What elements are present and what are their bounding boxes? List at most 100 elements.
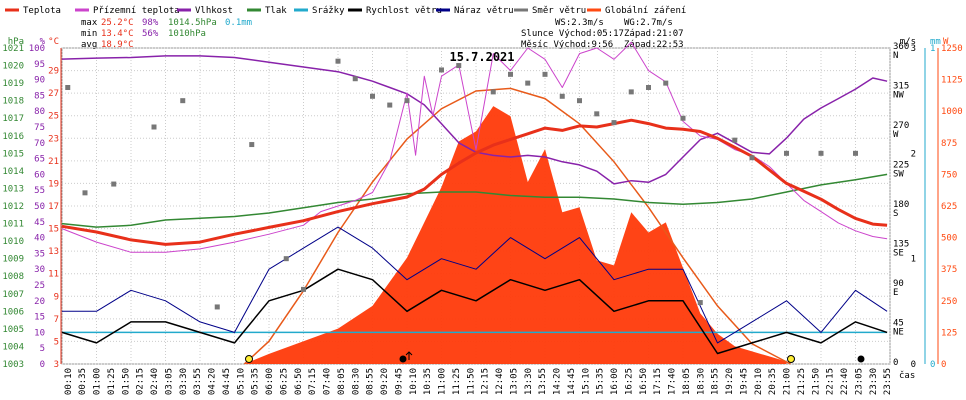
axis-pressure-tick: 1013 bbox=[2, 184, 24, 194]
stats-min-temp: 13.4°C bbox=[101, 29, 134, 39]
axis-winddir-tick: 0 bbox=[893, 358, 898, 368]
x-tick-label: 01:00 bbox=[93, 368, 103, 395]
legend-label-0: Teplota bbox=[23, 6, 61, 16]
x-tick-label: 23:55 bbox=[883, 368, 893, 395]
axis-temperature-tick: 29 bbox=[48, 67, 59, 77]
x-tick-label: 08:55 bbox=[366, 368, 376, 395]
axis-winddir-tick: 360 bbox=[893, 42, 909, 52]
x-tick-label: 03:30 bbox=[179, 368, 189, 395]
axis-pressure-tick: 1011 bbox=[2, 220, 24, 230]
axis-humidity-tick: 80 bbox=[34, 107, 45, 117]
axis-radiation-tick: 875 bbox=[941, 139, 957, 149]
axis-pressure-tick: 1019 bbox=[2, 79, 24, 89]
axis-windspeed-unit: m/s bbox=[900, 37, 916, 47]
wind-dir-point bbox=[749, 155, 755, 161]
axis-radiation-tick: 1125 bbox=[941, 76, 963, 86]
x-tick-label: 18:30 bbox=[696, 368, 706, 395]
axis-winddir-tick: 135 bbox=[893, 240, 909, 250]
axis-humidity-tick: 40 bbox=[34, 234, 45, 244]
wind-dir-point bbox=[151, 124, 157, 130]
x-tick-label: 10:35 bbox=[423, 368, 433, 395]
axis-radiation-tick: 0 bbox=[941, 360, 946, 370]
wind-dir-point bbox=[732, 137, 738, 143]
series-lines bbox=[61, 41, 888, 355]
stats-max-temp: 25.2°C bbox=[101, 18, 134, 28]
series-line-6 bbox=[61, 268, 888, 355]
axis-radiation-tick: 625 bbox=[941, 202, 957, 212]
axis-humidity-tick: 0 bbox=[40, 360, 45, 370]
x-tick-label: 00:10 bbox=[64, 368, 74, 395]
axis-temperature-tick: 19 bbox=[48, 179, 59, 189]
stats-max-press: 1014.5hPa bbox=[168, 18, 217, 28]
axis-windspeed-tick: 0 bbox=[911, 360, 916, 370]
series-line-2 bbox=[61, 55, 888, 185]
legend-label-4: Srážky bbox=[312, 6, 345, 16]
wind-dir-point bbox=[611, 120, 617, 126]
x-tick-label: 04:20 bbox=[208, 368, 218, 395]
axis-humidity-tick: 25 bbox=[34, 281, 45, 291]
axis-humidity-tick: 85 bbox=[34, 91, 45, 101]
x-tick-label: 20:10 bbox=[754, 368, 764, 395]
x-tick-label: 09:45 bbox=[394, 368, 404, 395]
axis-pressure-tick: 1018 bbox=[2, 97, 24, 107]
stats-min-label: min bbox=[81, 29, 97, 39]
axis-humidity-tick: 55 bbox=[34, 186, 45, 196]
wind-dir-point bbox=[283, 256, 289, 262]
axis-pressure-tick: 1020 bbox=[2, 62, 24, 72]
axis-radiation-tick: 375 bbox=[941, 265, 957, 275]
x-tick-label: 13:30 bbox=[524, 368, 534, 395]
moonset-marker bbox=[857, 355, 865, 363]
axis-humidity-tick: 90 bbox=[34, 76, 45, 86]
legend-label-1: Přízemní teplota bbox=[93, 6, 180, 16]
x-tick-label: 19:45 bbox=[739, 368, 749, 395]
wind-dir-point bbox=[594, 111, 600, 117]
axis-humidity-tick: 10 bbox=[34, 328, 45, 338]
x-tick-label: 15:10 bbox=[581, 368, 591, 395]
axis-radiation-tick: 250 bbox=[941, 297, 957, 307]
axis-pressure-tick: 1012 bbox=[2, 202, 24, 212]
stats-min-press: 1010hPa bbox=[168, 29, 206, 39]
x-tick-label: 18:05 bbox=[682, 368, 692, 395]
axis-pressure-tick: 1010 bbox=[2, 237, 24, 247]
axis-humidity-tick: 35 bbox=[34, 249, 45, 259]
x-tick-label: 11:00 bbox=[438, 368, 448, 395]
axis-radiation-unit: W bbox=[943, 37, 949, 47]
axis-humidity-tick: 60 bbox=[34, 170, 45, 180]
wind-dir-point bbox=[577, 98, 582, 104]
axis-rain-unit: mm bbox=[930, 37, 941, 47]
axis-humidity-tick: 45 bbox=[34, 218, 45, 228]
wind-dir-point bbox=[439, 67, 444, 73]
wind-dir-point bbox=[784, 150, 789, 156]
axis-temperature-tick: 23 bbox=[48, 134, 59, 144]
axis-winddir-compass: SW bbox=[893, 170, 904, 180]
axis-temperature-tick: 21 bbox=[48, 157, 59, 167]
wind-dir-point bbox=[387, 102, 393, 108]
axis-humidity-unit: % bbox=[40, 37, 46, 47]
x-tick-label: 16:00 bbox=[610, 368, 620, 395]
stats-min-hum: 56% bbox=[142, 29, 159, 39]
legend: Teplota Přízemní teplota Vlhkost Tlak Srážky… bbox=[5, 6, 686, 16]
legend-label-3: Tlak bbox=[265, 6, 287, 16]
axis-pressure-tick: 1009 bbox=[2, 255, 24, 265]
wind-dir-point bbox=[508, 71, 513, 77]
axis-winddir-tick: 45 bbox=[893, 319, 904, 329]
axis-pressure-tick: 1017 bbox=[2, 114, 24, 124]
axis-humidity-tick: 100 bbox=[29, 44, 45, 54]
stats-panel: max 25.2°C 98% 1014.5hPa 0.1mm min 13.4°… bbox=[81, 18, 684, 50]
axis-radiation-tick: 500 bbox=[941, 234, 957, 244]
x-tick-label: 15:35 bbox=[596, 368, 606, 395]
x-tick-label: 08:05 bbox=[337, 368, 347, 395]
axis-winddir-tick: 270 bbox=[893, 121, 909, 131]
stats-max-hum: 98% bbox=[142, 18, 159, 28]
info-sun-set: Západ:21:07 bbox=[624, 29, 684, 39]
x-tick-label: 05:10 bbox=[236, 368, 246, 395]
x-tick-label: 12:15 bbox=[481, 368, 491, 395]
x-tick-label: 16:25 bbox=[624, 368, 634, 395]
series-line-0 bbox=[61, 118, 888, 246]
axis-temperature-tick: 27 bbox=[48, 89, 59, 99]
axis-radiation-tick: 1000 bbox=[941, 107, 963, 117]
x-tick-label: 13:55 bbox=[538, 368, 548, 395]
axis-humidity-tick: 5 bbox=[40, 344, 45, 354]
